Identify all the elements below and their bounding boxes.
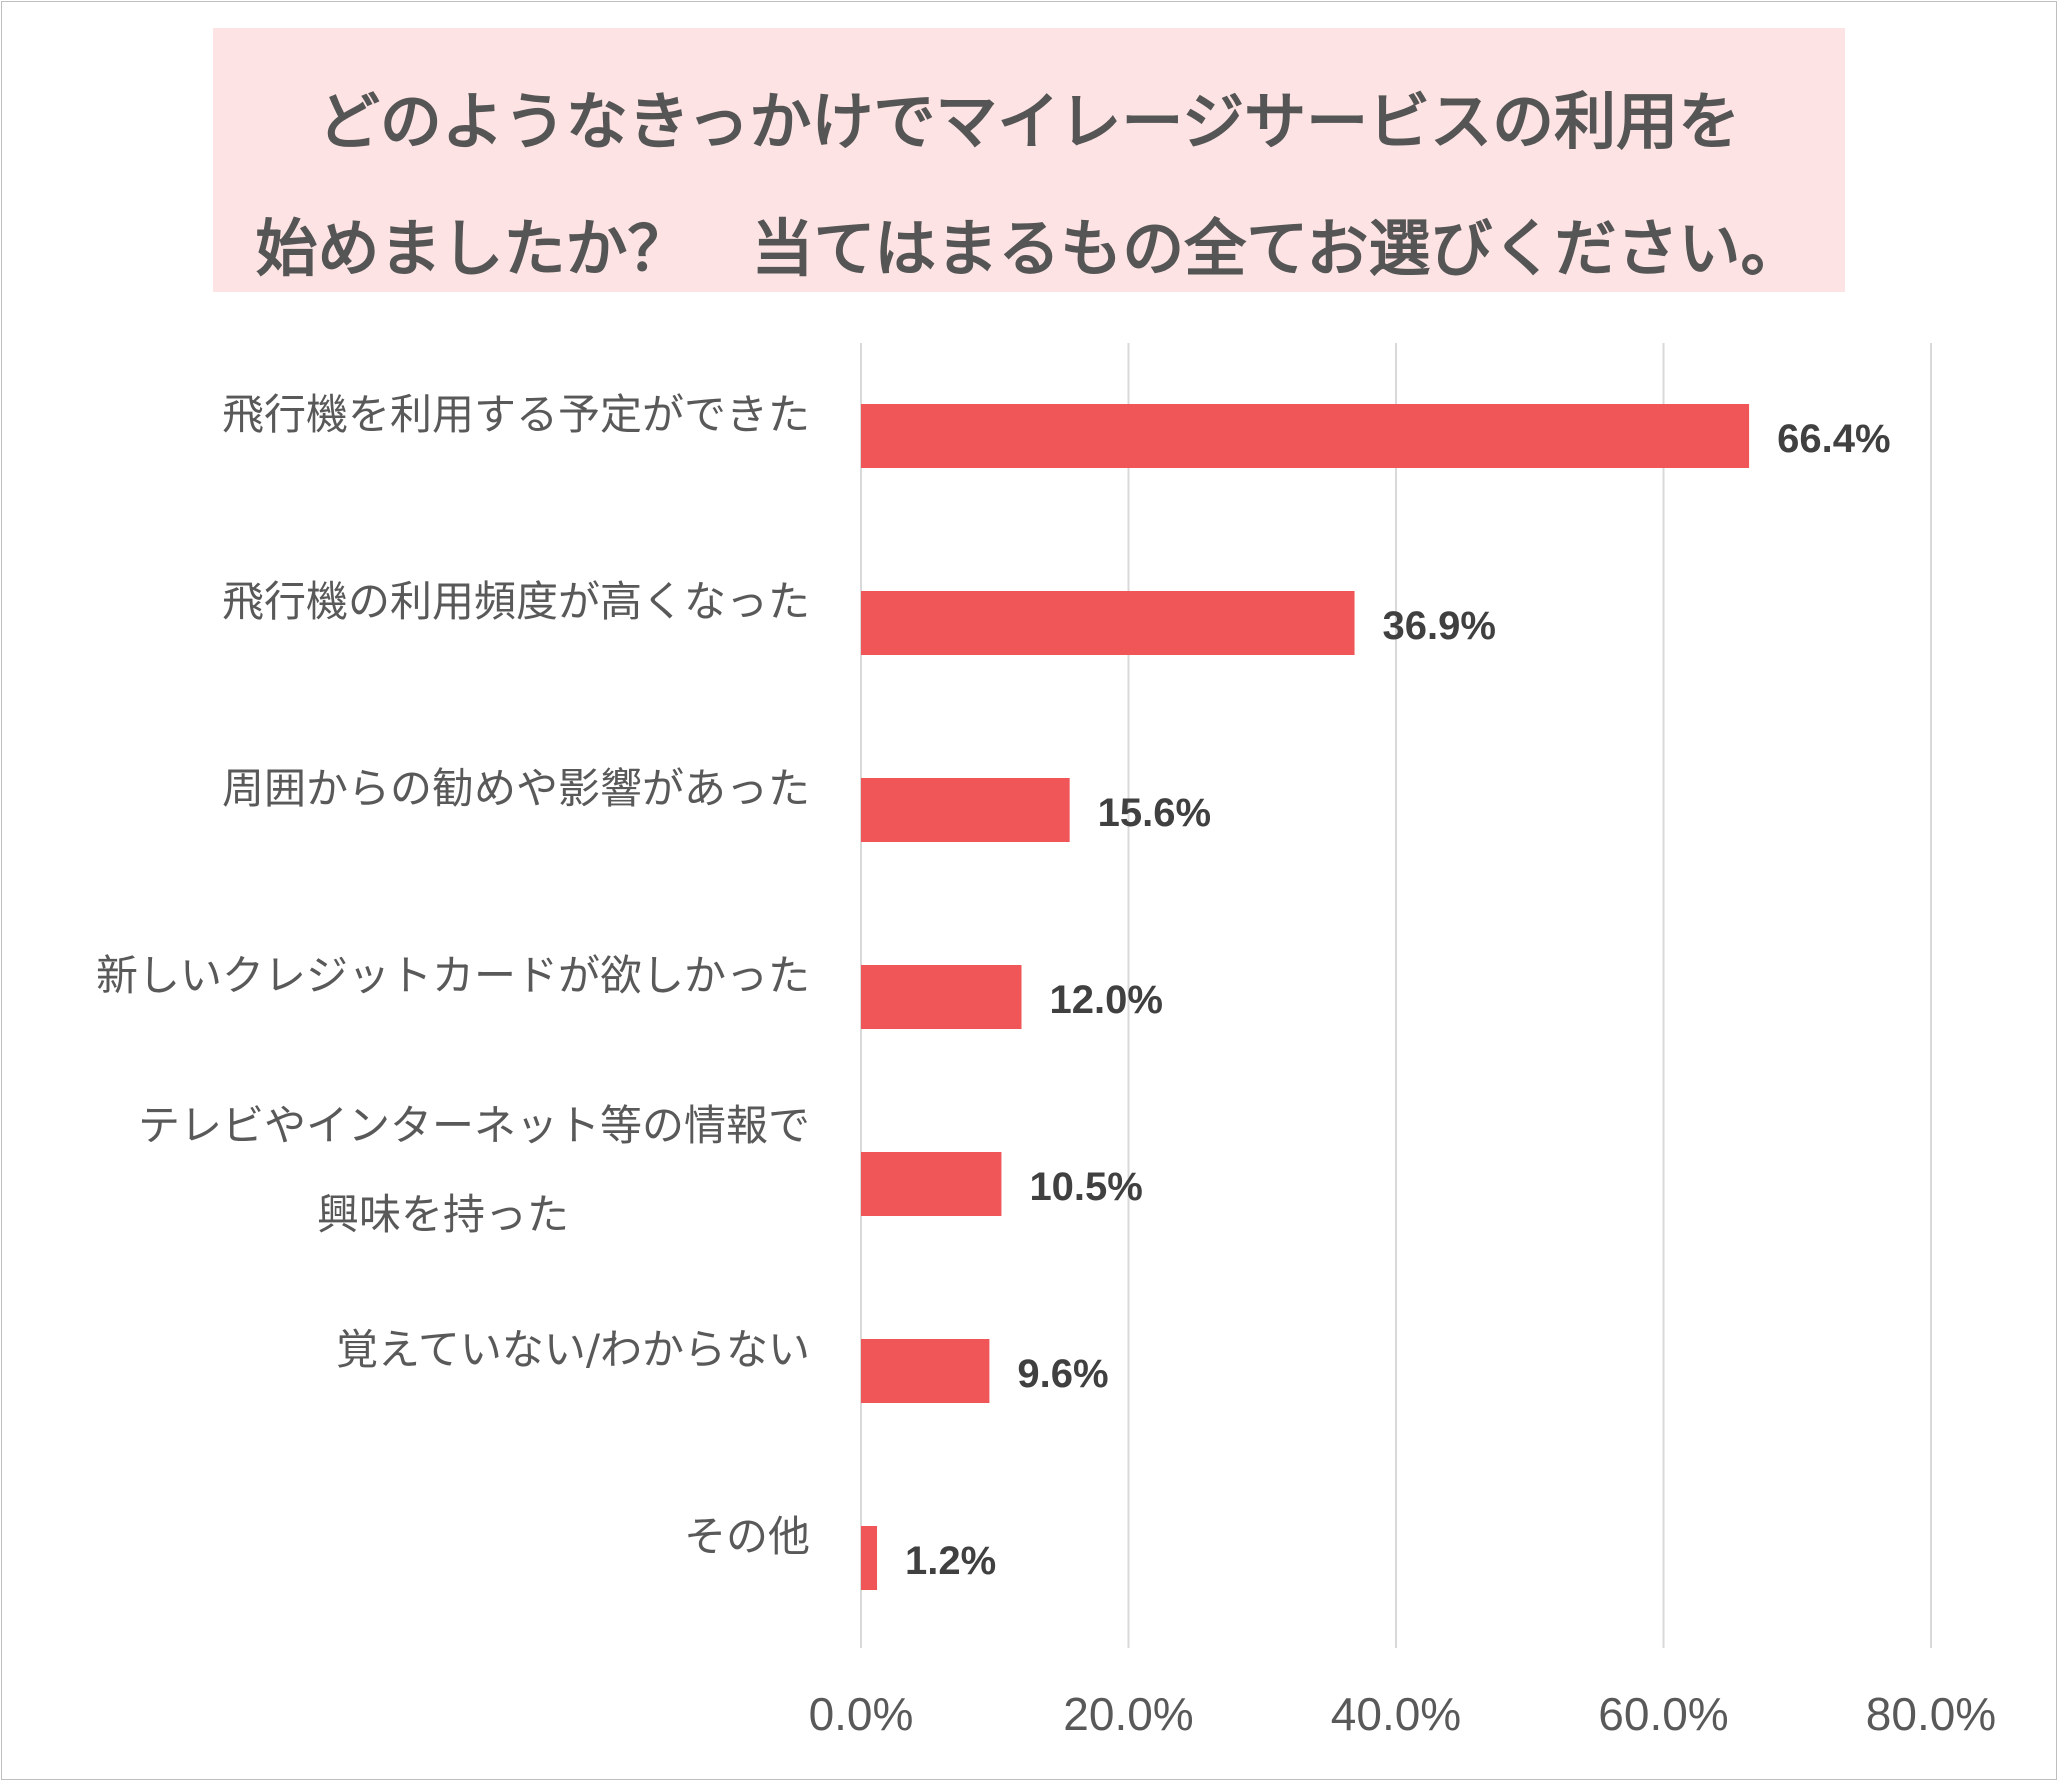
x-tick-label: 40.0% xyxy=(1331,1688,1461,1740)
category-labels: 飛行機を利用する予定ができた飛行機の利用頻度が高くなった周囲からの勧めや影響があ… xyxy=(96,390,810,1561)
category-label: 新しいクレジットカードが欲しかった xyxy=(96,951,810,1000)
x-tick-label: 0.0% xyxy=(809,1688,914,1740)
bar xyxy=(861,1152,1002,1216)
bar xyxy=(861,1339,990,1403)
value-label: 10.5% xyxy=(1029,1165,1142,1209)
value-label: 66.4% xyxy=(1777,417,1890,461)
value-label: 1.2% xyxy=(905,1539,996,1583)
bar xyxy=(861,778,1070,842)
bar xyxy=(861,1526,878,1590)
x-tick-label: 60.0% xyxy=(1598,1688,1728,1740)
category-label: テレビやインターネット等の情報で xyxy=(138,1101,810,1150)
x-tick-label: 20.0% xyxy=(1063,1688,1193,1740)
value-label: 12.0% xyxy=(1050,978,1163,1022)
bars xyxy=(861,404,1750,1590)
chart-title-box: どのようなきっかけでマイレージサービスの利用を 始めましたか？ 当てはまるもの全… xyxy=(213,28,1845,292)
category-label: 周囲からの勧めや影響があった xyxy=(222,764,810,813)
value-label: 15.6% xyxy=(1098,791,1211,835)
bar xyxy=(861,965,1022,1029)
chart-title-line-1: どのようなきっかけでマイレージサービスの利用を xyxy=(317,85,1741,158)
value-labels: 66.4% 36.9% 15.6% 12.0% 10.5% 9.6% 1.2% xyxy=(905,417,1890,1583)
bar xyxy=(861,591,1355,655)
category-label: 飛行機を利用する予定ができた xyxy=(222,390,810,439)
category-label: 興味を持った xyxy=(317,1190,569,1239)
x-tick-label: 80.0% xyxy=(1866,1688,1996,1740)
category-label: その他 xyxy=(684,1512,810,1561)
bar xyxy=(861,404,1750,468)
category-label: 飛行機の利用頻度が高くなった xyxy=(222,577,810,626)
chart-title-line-2: 始めましたか？ 当てはまるもの全てお選びください。 xyxy=(255,212,1803,285)
value-label: 9.6% xyxy=(1017,1352,1108,1396)
value-label: 36.9% xyxy=(1383,604,1496,648)
x-axis-tick-labels: 0.0% 20.0% 40.0% 60.0% 80.0% xyxy=(809,1688,1997,1740)
category-label: 覚えていない/わからない xyxy=(336,1325,810,1374)
